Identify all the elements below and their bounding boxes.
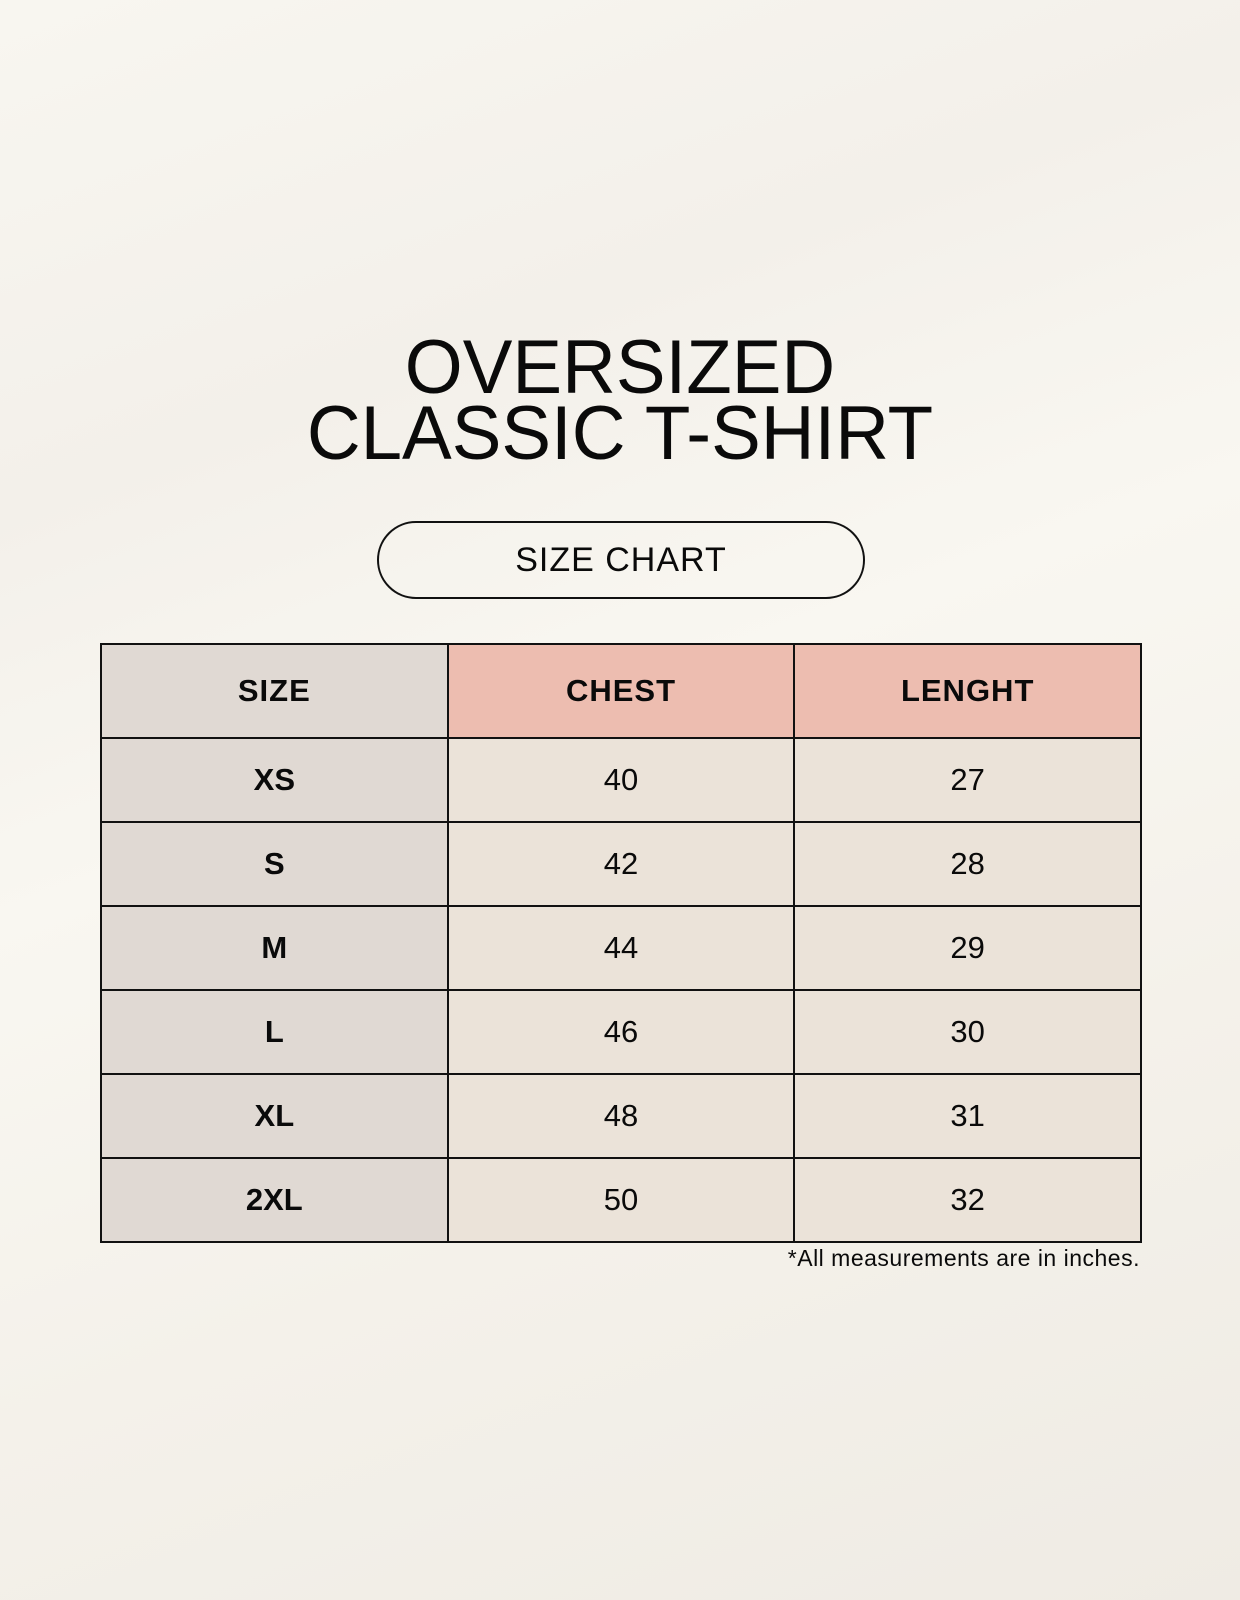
table-row: XS 40 27	[100, 737, 1142, 823]
chest-cell: 48	[446, 1073, 796, 1159]
length-cell: 30	[793, 989, 1142, 1075]
table-row: 2XL 50 32	[100, 1157, 1142, 1243]
size-cell: S	[100, 821, 449, 907]
header-length: LENGHT	[793, 643, 1142, 739]
size-cell: XL	[100, 1073, 449, 1159]
size-cell: 2XL	[100, 1157, 449, 1243]
header-size: SIZE	[100, 643, 449, 739]
chest-cell: 40	[446, 737, 796, 823]
table-row: L 46 30	[100, 989, 1142, 1075]
size-cell: M	[100, 905, 449, 991]
chest-cell: 50	[446, 1157, 796, 1243]
size-chart-badge: SIZE CHART	[377, 521, 865, 599]
table-row: M 44 29	[100, 905, 1142, 991]
header-chest: CHEST	[446, 643, 796, 739]
footnote: *All measurements are in inches.	[787, 1245, 1140, 1271]
table-row: XL 48 31	[100, 1073, 1142, 1159]
length-cell: 28	[793, 821, 1142, 907]
size-table: SIZE CHEST LENGHT XS 40 27 S 42 28 M 44 29 L 46 30 X…	[100, 643, 1142, 1243]
page-title: OVERSIZED CLASSIC T-SHIRT	[0, 325, 1240, 476]
size-cell: L	[100, 989, 449, 1075]
table-row: S 42 28	[100, 821, 1142, 907]
size-cell: XS	[100, 737, 449, 823]
title-line-2: CLASSIC T-SHIRT	[306, 391, 934, 476]
length-cell: 32	[793, 1157, 1142, 1243]
title-line-1: OVERSIZED	[404, 325, 836, 410]
chest-cell: 44	[446, 905, 796, 991]
length-cell: 27	[793, 737, 1142, 823]
length-cell: 29	[793, 905, 1142, 991]
length-cell: 31	[793, 1073, 1142, 1159]
header-row: SIZE CHEST LENGHT	[100, 643, 1142, 739]
chest-cell: 46	[446, 989, 796, 1075]
chest-cell: 42	[446, 821, 796, 907]
